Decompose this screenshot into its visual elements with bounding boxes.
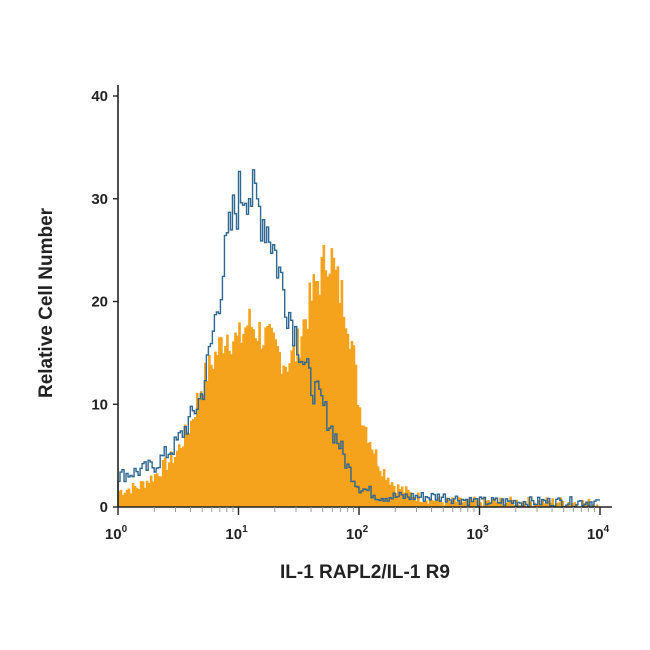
ticks: 0 10 20 30 40 100 101 102 103 104 bbox=[91, 88, 609, 543]
x-tick-label: 101 bbox=[225, 524, 248, 543]
y-tick-label: 30 bbox=[91, 191, 108, 208]
y-tick-label: 0 bbox=[100, 499, 108, 516]
x-tick-label: 104 bbox=[587, 524, 610, 543]
y-tick-label: 40 bbox=[91, 88, 108, 105]
y-axis-title: Relative Cell Number bbox=[36, 207, 57, 398]
y-tick-label: 20 bbox=[91, 294, 108, 311]
series-0-histogram bbox=[117, 244, 600, 508]
plot-area bbox=[117, 169, 600, 508]
series-1-outline bbox=[117, 169, 600, 508]
x-tick-label: 102 bbox=[346, 524, 369, 543]
x-axis-title: IL-1 RAPL2/IL-1 R9 bbox=[280, 562, 450, 583]
y-tick-label: 10 bbox=[91, 396, 108, 413]
axes bbox=[117, 85, 612, 508]
x-tick-label: 100 bbox=[105, 524, 128, 543]
x-tick-label: 103 bbox=[466, 524, 489, 543]
